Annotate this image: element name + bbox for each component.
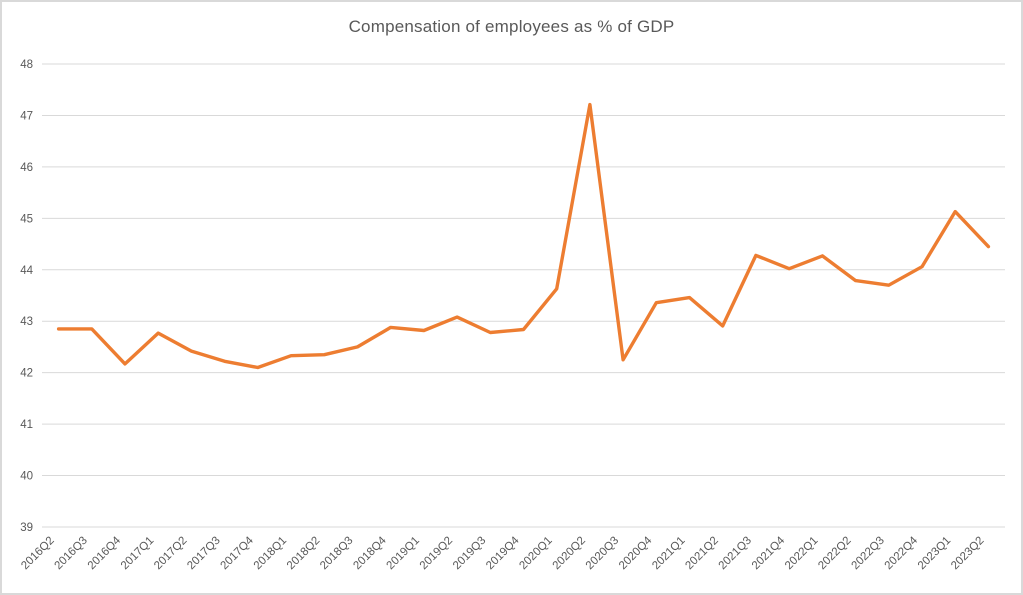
x-tick-label: 2016Q2	[19, 535, 56, 572]
y-tick-label: 47	[20, 110, 33, 122]
x-tick-label: 2020Q4	[617, 534, 655, 572]
x-tick-label: 2019Q3	[451, 535, 488, 572]
x-tick-label: 2018Q1	[252, 535, 289, 572]
y-tick-label: 48	[20, 59, 33, 71]
y-tick-label: 43	[20, 316, 33, 328]
chart-title: Compensation of employees as % of GDP	[348, 17, 675, 36]
x-tick-label: 2018Q2	[285, 535, 322, 572]
x-tick-label: 2022Q2	[816, 535, 853, 572]
data-series-line	[56, 102, 991, 370]
x-tick-label: 2020Q3	[584, 535, 621, 572]
x-tick-label: 2023Q2	[949, 535, 986, 572]
y-tick-label: 40	[20, 471, 33, 483]
y-tick-label: 41	[20, 419, 33, 431]
x-tick-label: 2021Q2	[683, 535, 720, 572]
x-tick-label: 2021Q4	[750, 534, 788, 572]
x-tick-label: 2020Q2	[551, 535, 588, 572]
x-tick-label: 2019Q1	[385, 535, 422, 572]
x-tick-label: 2016Q4	[86, 534, 124, 572]
x-tick-label: 2018Q3	[318, 535, 355, 572]
x-tick-label: 2020Q1	[517, 535, 554, 572]
x-tick-label: 2018Q4	[351, 534, 389, 572]
y-tick-label: 42	[20, 368, 33, 380]
x-tick-label: 2022Q1	[783, 535, 820, 572]
y-tick-label: 44	[20, 265, 33, 277]
y-tick-label: 46	[20, 162, 33, 174]
x-tick-label: 2019Q2	[418, 535, 455, 572]
x-tick-label: 2017Q1	[119, 535, 156, 572]
x-tick-label: 2021Q3	[717, 535, 754, 572]
x-tick-label: 2022Q3	[849, 535, 886, 572]
x-tick-label: 2022Q4	[883, 534, 921, 572]
y-tick-label: 39	[20, 522, 33, 534]
x-tick-label: 2017Q3	[185, 535, 222, 572]
x-tick-label: 2017Q4	[219, 534, 257, 572]
x-tick-label: 2017Q2	[152, 535, 189, 572]
x-tick-label: 2019Q4	[484, 534, 522, 572]
x-tick-label: 2023Q1	[916, 535, 953, 572]
y-tick-label: 45	[20, 213, 33, 225]
x-tick-label: 2016Q3	[52, 535, 89, 572]
x-tick-label: 2021Q1	[650, 535, 687, 572]
